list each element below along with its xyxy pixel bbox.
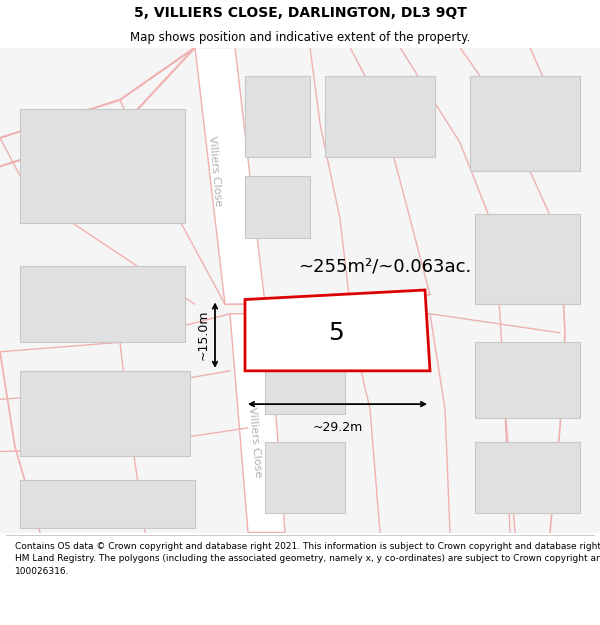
Polygon shape xyxy=(20,371,190,456)
Text: ~29.2m: ~29.2m xyxy=(313,421,362,434)
Polygon shape xyxy=(475,342,580,418)
Text: Villiers Close: Villiers Close xyxy=(247,406,263,478)
Text: ~15.0m: ~15.0m xyxy=(197,310,210,361)
Polygon shape xyxy=(230,314,285,532)
Polygon shape xyxy=(470,76,580,171)
Polygon shape xyxy=(265,442,345,514)
Polygon shape xyxy=(20,480,195,528)
Text: 5, VILLIERS CLOSE, DARLINGTON, DL3 9QT: 5, VILLIERS CLOSE, DARLINGTON, DL3 9QT xyxy=(134,6,466,20)
Text: Villiers Close: Villiers Close xyxy=(207,136,223,207)
Polygon shape xyxy=(245,176,310,238)
Polygon shape xyxy=(265,342,345,414)
Text: Map shows position and indicative extent of the property.: Map shows position and indicative extent… xyxy=(130,31,470,44)
Polygon shape xyxy=(325,76,435,157)
Polygon shape xyxy=(475,442,580,514)
Polygon shape xyxy=(20,109,185,223)
Polygon shape xyxy=(195,48,265,304)
Polygon shape xyxy=(245,76,310,157)
Text: Contains OS data © Crown copyright and database right 2021. This information is : Contains OS data © Crown copyright and d… xyxy=(15,542,600,576)
Text: 5: 5 xyxy=(328,321,344,345)
Polygon shape xyxy=(475,214,580,304)
Polygon shape xyxy=(245,290,430,371)
Polygon shape xyxy=(20,266,185,342)
Text: ~255m²/~0.063ac.: ~255m²/~0.063ac. xyxy=(298,258,472,275)
